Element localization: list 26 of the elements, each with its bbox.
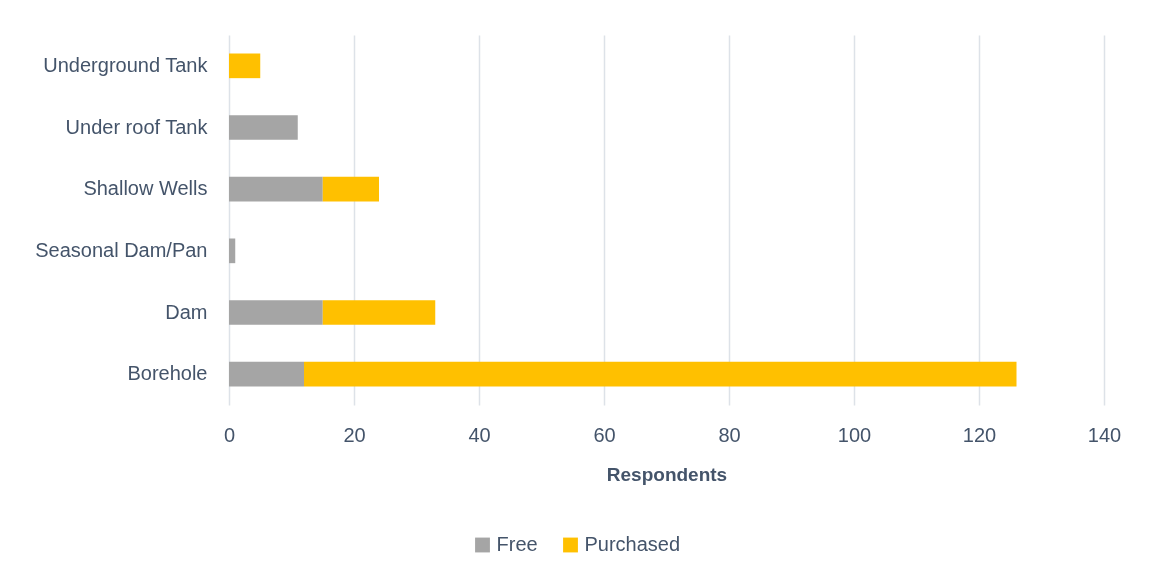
bar <box>229 361 304 387</box>
x-tick-label: 0 <box>223 423 236 446</box>
y-tick-label: Shallow Wells <box>83 177 208 200</box>
x-tick-label: 140 <box>1087 423 1122 446</box>
x-tick-label: 80 <box>718 423 741 446</box>
bar <box>229 176 323 202</box>
x-tick-label: 40 <box>468 423 491 446</box>
x-tick-label: 120 <box>962 423 997 446</box>
x-axis-title: Respondents <box>606 463 728 485</box>
bar <box>322 300 436 325</box>
y-tick-label: Borehole <box>127 362 208 385</box>
x-tick-label: 60 <box>593 423 616 446</box>
bar <box>304 361 1017 387</box>
y-tick-label: Underground Tank <box>43 53 209 76</box>
y-tick-label: Seasonal Dam/Pan <box>35 238 208 261</box>
bar <box>229 300 323 325</box>
bar <box>229 115 298 140</box>
bar <box>229 53 261 79</box>
bar <box>322 176 379 202</box>
y-tick-label: Dam <box>165 300 208 323</box>
legend-label: Purchased <box>584 533 681 555</box>
y-tick-label: Under roof Tank <box>65 115 209 138</box>
bar <box>229 238 236 264</box>
x-tick-label: 100 <box>837 423 872 446</box>
legend-label: Free <box>496 533 538 555</box>
x-tick-label: 20 <box>343 423 366 446</box>
